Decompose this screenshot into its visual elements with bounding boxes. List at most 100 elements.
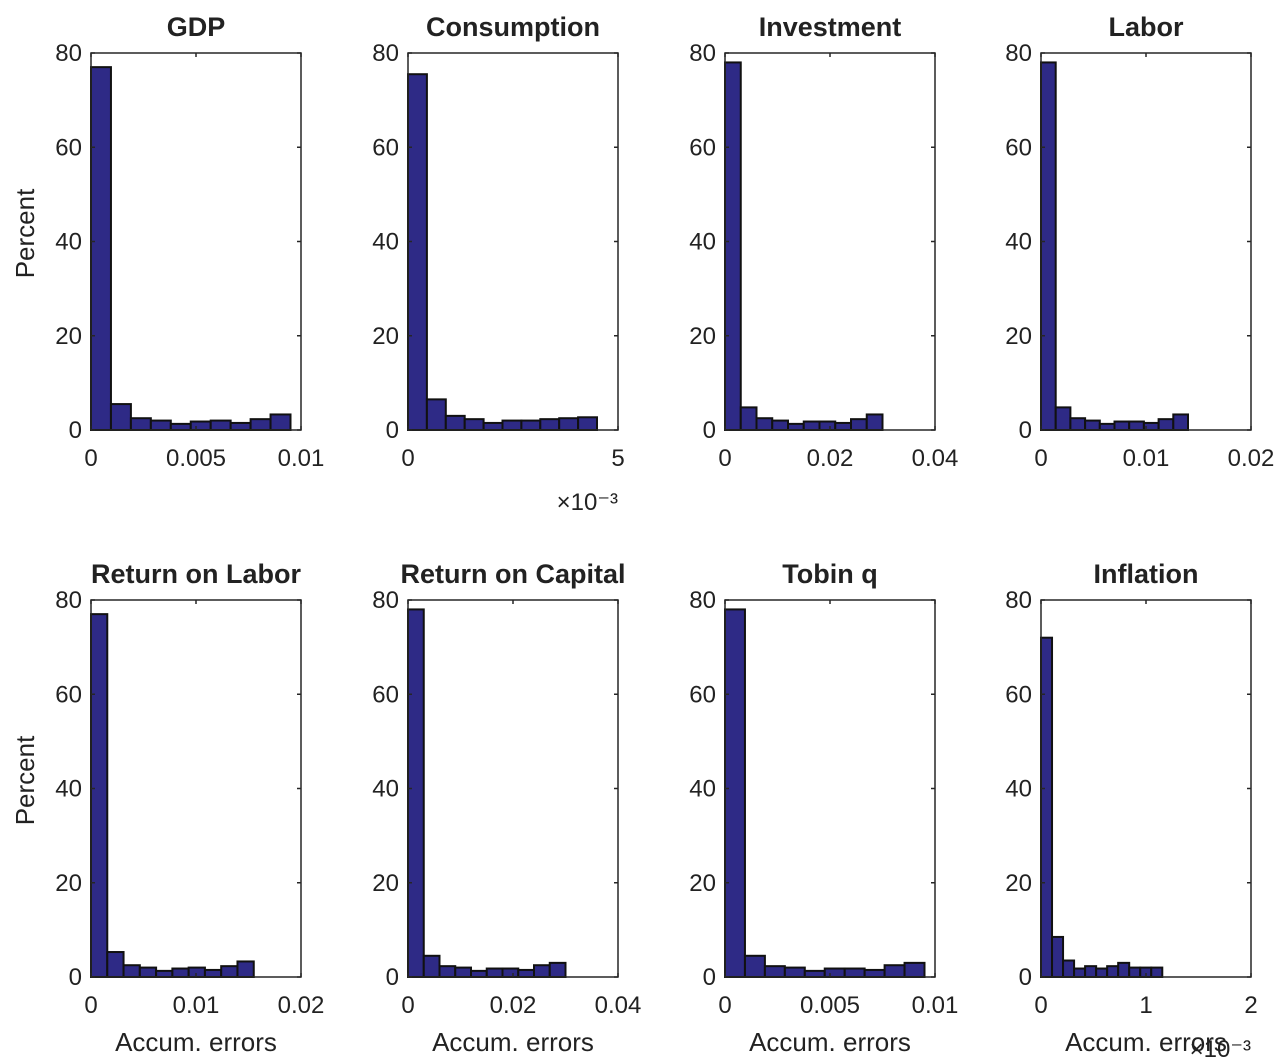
histogram-bar bbox=[1106, 965, 1120, 978]
histogram-bar bbox=[548, 961, 567, 978]
x-tick-label: 1 bbox=[1139, 992, 1152, 1019]
x-exponent-label: ×10⁻³ bbox=[557, 489, 618, 516]
y-tick-label: 80 bbox=[55, 40, 82, 67]
x-tick-label: 0 bbox=[1034, 992, 1047, 1019]
x-axis-label: Accum. errors bbox=[115, 1027, 277, 1057]
x-tick-label: 0.02 bbox=[807, 445, 854, 472]
histogram-bar bbox=[106, 951, 125, 979]
histogram-bar bbox=[823, 967, 846, 979]
y-tick-label: 20 bbox=[55, 870, 82, 897]
histogram-bar bbox=[1051, 935, 1065, 979]
histogram-bar bbox=[149, 419, 172, 432]
x-tick-label: 0.02 bbox=[278, 992, 325, 1019]
x-tick-label: 0 bbox=[718, 992, 731, 1019]
histogram-bar bbox=[1157, 418, 1175, 432]
y-tick-label: 80 bbox=[689, 40, 716, 67]
histogram-bar bbox=[171, 967, 190, 979]
axes-frame bbox=[407, 52, 619, 431]
histogram-bar bbox=[763, 965, 786, 978]
panel-3: 0 20 40 60 80 0 0.01 0.02 Labor bbox=[1005, 12, 1274, 472]
histogram-bar bbox=[407, 608, 425, 978]
histogram-bar bbox=[229, 421, 252, 431]
x-tick-label: 0.01 bbox=[173, 992, 220, 1019]
histogram-bar bbox=[220, 965, 239, 978]
histogram-bar bbox=[802, 420, 821, 431]
y-tick-label: 60 bbox=[1005, 134, 1032, 161]
y-tick-label: 80 bbox=[372, 40, 399, 67]
y-tick-label: 40 bbox=[372, 229, 399, 256]
panel-2: 0 20 40 60 80 0 0.02 0.04 Investment bbox=[689, 12, 958, 472]
y-tick-label: 80 bbox=[55, 587, 82, 614]
y-tick-label: 20 bbox=[689, 323, 716, 350]
y-tick-label: 60 bbox=[1005, 681, 1032, 708]
y-tick-label: 0 bbox=[703, 964, 716, 991]
panel-title: Return on Labor bbox=[91, 559, 301, 589]
panel-0: 0 20 40 60 80 0 0.005 0.01 GDP Percent bbox=[10, 12, 324, 472]
histogram-bar bbox=[90, 66, 112, 431]
histogram-bar bbox=[203, 968, 223, 978]
histogram-bar bbox=[577, 416, 598, 431]
x-tick-label: 2 bbox=[1244, 992, 1257, 1019]
histogram-bar bbox=[269, 413, 292, 432]
histogram-bar bbox=[903, 961, 926, 978]
y-tick-label: 60 bbox=[372, 134, 399, 161]
histogram-bar bbox=[438, 965, 457, 978]
histogram-bar bbox=[501, 967, 520, 979]
y-tick-label: 0 bbox=[1019, 417, 1032, 444]
y-tick-label: 20 bbox=[689, 870, 716, 897]
x-tick-label: 0.005 bbox=[166, 445, 226, 472]
y-tick-label: 80 bbox=[1005, 40, 1032, 67]
axes-frame bbox=[1040, 52, 1252, 431]
y-tick-label: 40 bbox=[1005, 229, 1032, 256]
y-tick-label: 20 bbox=[372, 870, 399, 897]
y-tick-label: 0 bbox=[69, 964, 82, 991]
y-tick-label: 0 bbox=[703, 417, 716, 444]
histogram-bar bbox=[138, 966, 158, 979]
x-tick-label: 0.02 bbox=[1228, 445, 1275, 472]
axes-frame bbox=[407, 599, 619, 978]
y-tick-label: 80 bbox=[689, 587, 716, 614]
x-tick-label: 0.04 bbox=[595, 992, 642, 1019]
histogram-bar bbox=[454, 966, 472, 979]
y-tick-label: 40 bbox=[689, 229, 716, 256]
histogram-bar bbox=[189, 420, 212, 431]
panel-title: Consumption bbox=[426, 12, 600, 42]
histogram-bar bbox=[1113, 420, 1131, 431]
y-tick-label: 20 bbox=[1005, 870, 1032, 897]
histogram-bar bbox=[558, 417, 580, 432]
histogram-bar bbox=[463, 418, 485, 432]
x-axis-label: Accum. errors bbox=[432, 1027, 594, 1057]
histogram-bar bbox=[1040, 636, 1054, 978]
histogram-bar bbox=[1073, 967, 1087, 979]
histogram-bar bbox=[1128, 420, 1145, 431]
y-tick-label: 60 bbox=[55, 681, 82, 708]
histogram-bar bbox=[850, 418, 868, 432]
histogram-bar bbox=[209, 419, 232, 432]
x-tick-label: 0.04 bbox=[912, 445, 959, 472]
x-tick-label: 0 bbox=[718, 445, 731, 472]
histogram-bar bbox=[1069, 417, 1087, 432]
histogram-bar bbox=[236, 960, 255, 979]
histogram-bar bbox=[470, 969, 488, 978]
histogram-bar bbox=[1084, 965, 1098, 978]
histogram-bar bbox=[1150, 966, 1164, 979]
histogram-bar bbox=[865, 413, 884, 432]
axes-frame bbox=[90, 52, 302, 431]
histogram-bar bbox=[539, 418, 561, 432]
panel-title: GDP bbox=[167, 12, 226, 42]
y-axis-label: Percent bbox=[10, 735, 40, 825]
histogram-bar bbox=[1084, 419, 1101, 432]
histogram-bar bbox=[187, 966, 206, 979]
histogram-bar bbox=[1098, 422, 1116, 431]
histogram-bar bbox=[1062, 959, 1076, 979]
histogram-bar bbox=[425, 398, 447, 431]
histogram-bar bbox=[122, 964, 141, 978]
histogram-bar bbox=[818, 420, 837, 431]
y-tick-label: 80 bbox=[372, 587, 399, 614]
y-tick-label: 0 bbox=[386, 417, 399, 444]
panel-title: Investment bbox=[759, 12, 902, 42]
x-tick-label: 0.01 bbox=[1123, 445, 1170, 472]
x-tick-label: 0.005 bbox=[800, 992, 860, 1019]
panel-title: Return on Capital bbox=[400, 559, 625, 589]
